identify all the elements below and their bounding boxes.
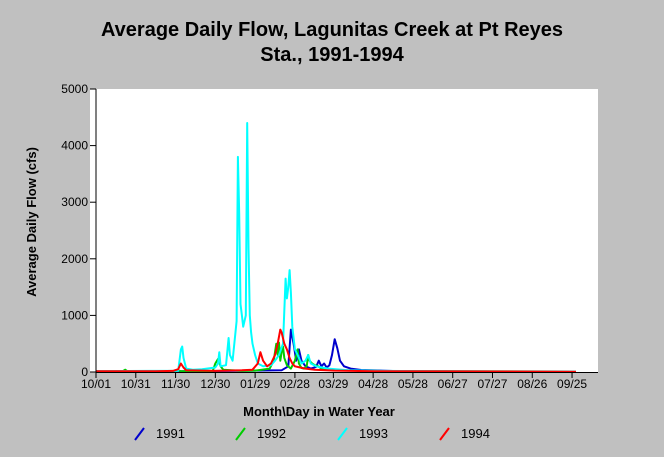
x-axis-title: Month\Day in Water Year	[243, 404, 395, 419]
x-tick-label: 09/25	[557, 377, 587, 391]
y-tick-label: 5000	[61, 82, 88, 96]
x-tick-label: 05/28	[398, 377, 428, 391]
legend: 1991 1992 1993 1994	[134, 426, 490, 441]
legend-swatch-1992	[235, 427, 246, 441]
legend-swatch-1991	[134, 427, 145, 441]
legend-label-1992: 1992	[257, 426, 286, 441]
x-tick-label: 02/28	[280, 377, 310, 391]
y-axis-title: Average Daily Flow (cfs)	[24, 147, 39, 297]
x-tick-label: 07/27	[477, 377, 507, 391]
x-tick-label: 12/30	[200, 377, 230, 391]
y-tick-label: 4000	[61, 139, 88, 153]
legend-label-1994: 1994	[461, 426, 490, 441]
series-layer	[95, 122, 577, 373]
y-tick-label: 1000	[61, 308, 88, 322]
x-tick-label: 08/26	[517, 377, 547, 391]
series-line-1993	[95, 122, 577, 373]
legend-swatch-1993	[337, 427, 348, 441]
plot-area	[90, 89, 598, 372]
series-line-1994	[95, 328, 577, 373]
chart-title-line2: Sta., 1991-1994	[260, 44, 404, 66]
y-tick-label: 3000	[61, 195, 88, 209]
series-line-1991	[95, 328, 577, 373]
x-tick-label: 06/27	[438, 377, 468, 391]
x-tick-label: 03/29	[318, 377, 348, 391]
x-tick-label: 11/30	[161, 377, 190, 391]
x-tick-label: 04/28	[358, 377, 388, 391]
x-tick-label: 10/31	[121, 377, 151, 391]
y-tick-label: 0	[81, 365, 88, 379]
x-tick-label: 01/29	[240, 377, 270, 391]
legend-label-1993: 1993	[359, 426, 388, 441]
y-tick-label: 2000	[61, 252, 88, 266]
x-tick-label: 10/01	[81, 377, 111, 391]
chart-title-line1: Average Daily Flow, Lagunitas Creek at P…	[100, 19, 564, 41]
legend-swatch-1994	[439, 427, 450, 441]
x-axis-ticks: 10/01 10/31 11/30 12/30 01/29 02/28 03/29 04/28…	[81, 372, 587, 391]
chart-title: Average Daily Flow, Lagunitas Creek at P…	[0, 18, 664, 68]
y-axis-ticks: 0 1000 2000 3000 4000 5000	[61, 82, 96, 379]
legend-label-1991: 1991	[156, 426, 185, 441]
